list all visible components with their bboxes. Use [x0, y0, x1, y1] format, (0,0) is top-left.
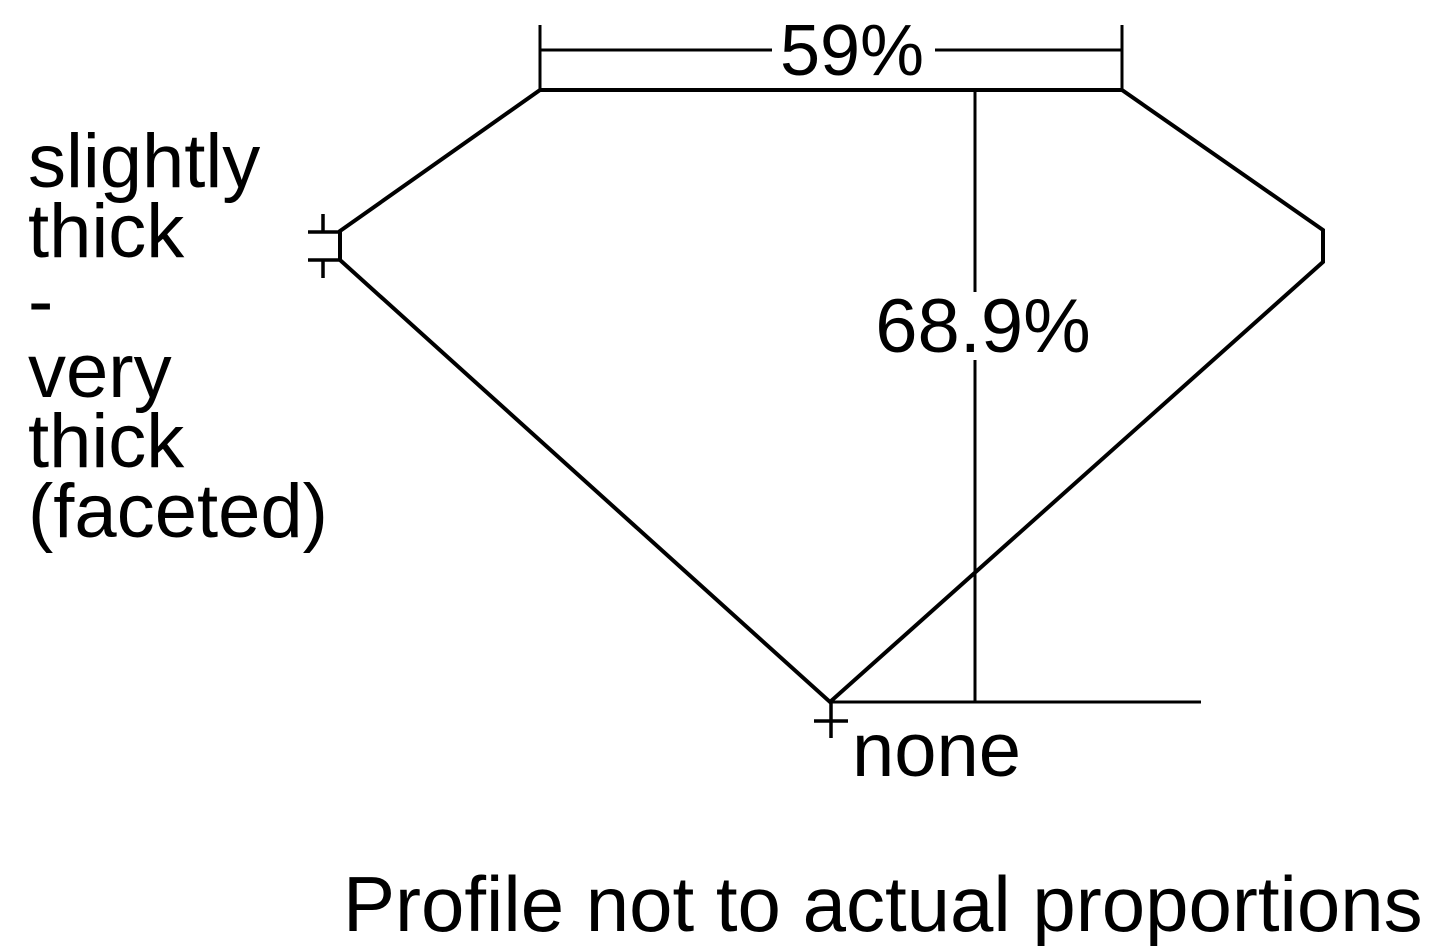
caption-label: Profile not to actual proportions — [343, 860, 1423, 946]
table-percent-label: 59% — [780, 11, 924, 91]
girdle-label-line-1: slightly — [28, 119, 260, 204]
culet-label: none — [852, 708, 1021, 793]
culet-cross-marker — [814, 703, 848, 738]
girdle-label-line-6: (faceted) — [28, 469, 328, 554]
girdle-label: slightly thick - very thick (faceted) — [28, 119, 328, 554]
table-width-dimension — [538, 25, 1124, 90]
girdle-label-line-2: thick — [28, 189, 185, 274]
girdle-thickness-marks — [308, 214, 340, 278]
diamond-outline — [338, 88, 1325, 705]
girdle-label-line-4: very — [28, 329, 172, 414]
girdle-label-line-3: - — [28, 259, 53, 344]
depth-percent-label: 68.9% — [875, 284, 1091, 369]
girdle-label-line-5: thick — [28, 399, 185, 484]
depth-dimension — [830, 90, 1201, 704]
